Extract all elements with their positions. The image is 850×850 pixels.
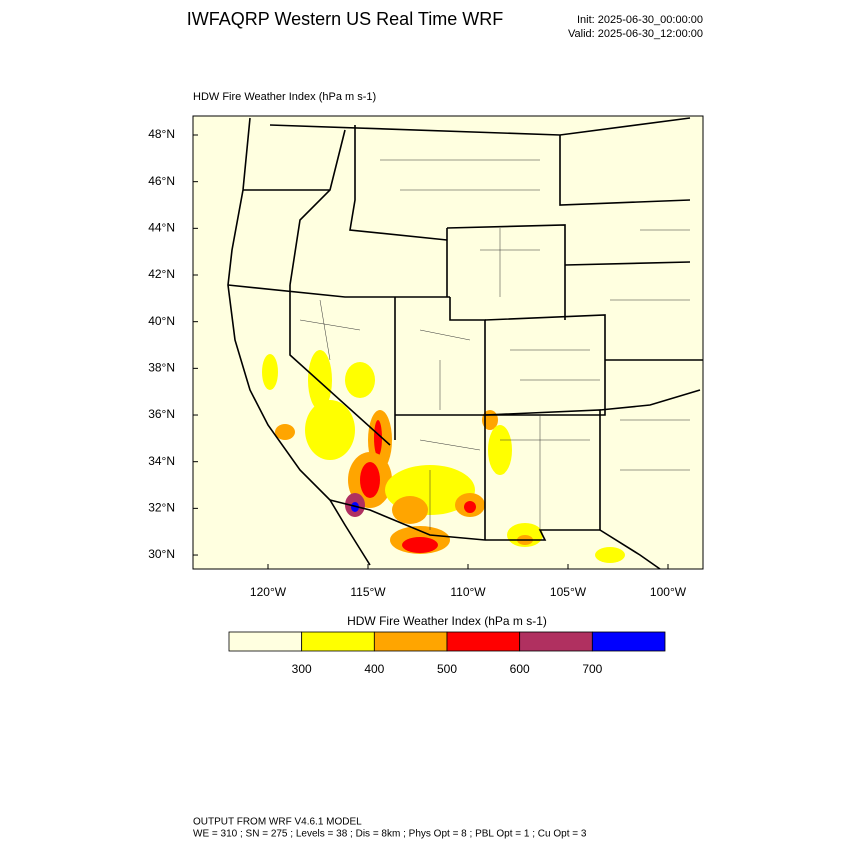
lat-label: 32°N <box>148 501 175 515</box>
lat-label: 38°N <box>148 361 175 375</box>
footer-line: OUTPUT FROM WRF V4.6.1 MODEL <box>193 817 362 828</box>
lat-label: 34°N <box>148 454 175 468</box>
colorbar-box <box>301 631 375 652</box>
lon-label: 105°W <box>550 585 587 599</box>
boundaries <box>227 117 703 570</box>
lat-label: 42°N <box>148 267 175 281</box>
lon-label: 100°W <box>650 585 687 599</box>
colorbar-box <box>446 631 521 652</box>
map <box>192 115 704 570</box>
lon-label: 115°W <box>350 585 386 599</box>
lat-label: 44°N <box>148 221 175 235</box>
title: IWFAQRP Western US Real Time WRF <box>187 9 503 29</box>
colorbar-label: 500 <box>437 662 457 676</box>
colorbar-label: 600 <box>510 662 530 676</box>
colorbar-box <box>373 631 448 652</box>
colorbar-box <box>591 631 666 652</box>
lon-label: 120°W <box>250 585 287 599</box>
lat-label: 30°N <box>148 547 175 561</box>
lat-label: 40°N <box>148 314 175 328</box>
valid-time: Valid: 2025-06-30_12:00:00 <box>568 28 703 40</box>
colorbar-title: HDW Fire Weather Index (hPa m s-1) <box>347 614 547 628</box>
fire-index-areas <box>262 350 625 563</box>
colorbar-label: 700 <box>582 662 602 676</box>
map-subtitle: HDW Fire Weather Index (hPa m s-1) <box>193 91 376 103</box>
colorbar-label: 400 <box>364 662 384 676</box>
lat-label: 46°N <box>148 174 175 188</box>
colorbar-label: 300 <box>292 662 312 676</box>
colorbar-box <box>228 631 303 652</box>
lon-label: 110°W <box>450 585 486 599</box>
footer-line: WE = 310 ; SN = 275 ; Levels = 38 ; Dis … <box>193 829 587 840</box>
lat-label: 36°N <box>148 407 175 421</box>
lat-label: 48°N <box>148 127 175 141</box>
colorbar-box <box>519 631 593 652</box>
init-time: Init: 2025-06-30_00:00:00 <box>577 14 703 26</box>
